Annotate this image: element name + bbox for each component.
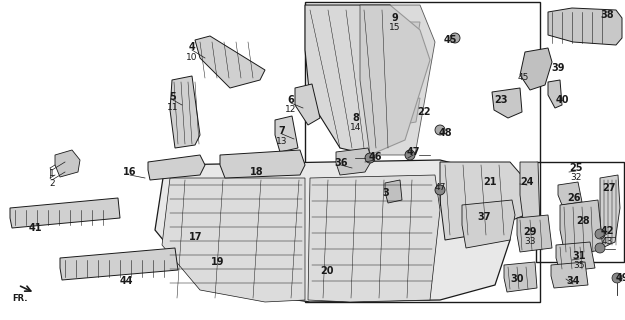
Text: 36: 36 — [334, 158, 348, 168]
Circle shape — [365, 153, 375, 163]
Polygon shape — [360, 5, 435, 155]
Text: 16: 16 — [123, 167, 137, 177]
Bar — [536, 162, 624, 262]
Polygon shape — [600, 175, 620, 248]
Circle shape — [595, 229, 605, 239]
Text: 1: 1 — [49, 169, 55, 178]
Text: 21: 21 — [483, 177, 497, 187]
Polygon shape — [398, 22, 420, 35]
Polygon shape — [308, 175, 440, 302]
Polygon shape — [520, 48, 552, 90]
Circle shape — [435, 125, 445, 135]
Text: 43: 43 — [601, 236, 612, 245]
Text: 45: 45 — [443, 35, 457, 45]
Text: 24: 24 — [520, 177, 534, 187]
Polygon shape — [295, 84, 320, 125]
Polygon shape — [148, 155, 205, 180]
Text: 4: 4 — [189, 42, 196, 52]
Text: 8: 8 — [352, 113, 359, 123]
Text: 28: 28 — [576, 216, 590, 226]
Text: 22: 22 — [418, 107, 431, 117]
Polygon shape — [492, 88, 522, 118]
Polygon shape — [517, 215, 552, 252]
Text: 35: 35 — [573, 261, 585, 270]
Text: 5: 5 — [169, 92, 176, 102]
Text: 49: 49 — [615, 273, 625, 283]
Text: 34: 34 — [566, 276, 580, 286]
Text: 13: 13 — [276, 137, 288, 146]
Polygon shape — [558, 182, 582, 205]
Text: FR.: FR. — [12, 294, 28, 303]
Polygon shape — [385, 180, 402, 203]
Text: 7: 7 — [279, 126, 286, 136]
Polygon shape — [170, 76, 200, 148]
Text: 46: 46 — [368, 152, 382, 162]
Text: 47: 47 — [406, 147, 420, 157]
Polygon shape — [504, 262, 537, 292]
Polygon shape — [55, 150, 80, 177]
Text: 42: 42 — [600, 226, 614, 236]
Polygon shape — [336, 148, 372, 175]
Bar — [305, 2, 540, 302]
Text: 29: 29 — [523, 227, 537, 237]
Polygon shape — [556, 242, 595, 272]
Circle shape — [525, 70, 535, 80]
Circle shape — [405, 150, 415, 160]
Text: 12: 12 — [285, 106, 297, 115]
Text: 25: 25 — [569, 163, 582, 173]
Text: 47: 47 — [434, 183, 446, 193]
Text: 3: 3 — [382, 188, 389, 198]
Text: 44: 44 — [119, 276, 132, 286]
Text: 37: 37 — [478, 212, 491, 222]
Polygon shape — [162, 178, 305, 302]
Text: 20: 20 — [320, 266, 334, 276]
Polygon shape — [462, 200, 515, 248]
Text: 30: 30 — [510, 274, 524, 284]
Polygon shape — [520, 162, 540, 235]
Text: 45: 45 — [518, 74, 529, 83]
Text: 11: 11 — [168, 102, 179, 111]
Text: 6: 6 — [288, 95, 294, 105]
Text: 23: 23 — [494, 95, 508, 105]
Text: 10: 10 — [186, 52, 198, 61]
Polygon shape — [220, 150, 305, 178]
Text: 15: 15 — [389, 23, 401, 33]
Polygon shape — [398, 98, 420, 125]
Circle shape — [435, 185, 445, 195]
Text: 2: 2 — [49, 179, 55, 188]
Text: 14: 14 — [350, 124, 362, 132]
Text: 26: 26 — [568, 193, 581, 203]
Text: 40: 40 — [555, 95, 569, 105]
Polygon shape — [548, 8, 622, 45]
Text: 19: 19 — [211, 257, 225, 267]
Polygon shape — [440, 162, 530, 240]
Text: 17: 17 — [189, 232, 202, 242]
Polygon shape — [305, 5, 430, 155]
Text: 9: 9 — [392, 13, 398, 23]
Polygon shape — [60, 248, 178, 280]
Polygon shape — [551, 262, 588, 288]
Polygon shape — [155, 160, 510, 302]
Text: 48: 48 — [438, 128, 452, 138]
Polygon shape — [195, 36, 265, 88]
Polygon shape — [275, 116, 298, 152]
Text: 41: 41 — [28, 223, 42, 233]
Text: 31: 31 — [572, 251, 586, 261]
Text: 18: 18 — [250, 167, 264, 177]
Text: 39: 39 — [551, 63, 565, 73]
Text: 38: 38 — [600, 10, 614, 20]
Circle shape — [612, 273, 622, 283]
Text: 33: 33 — [524, 237, 536, 246]
Circle shape — [450, 33, 460, 43]
Text: 27: 27 — [602, 183, 616, 193]
Polygon shape — [10, 198, 120, 228]
Polygon shape — [548, 80, 562, 108]
Text: 32: 32 — [571, 173, 582, 182]
Polygon shape — [560, 200, 603, 255]
Circle shape — [595, 243, 605, 253]
